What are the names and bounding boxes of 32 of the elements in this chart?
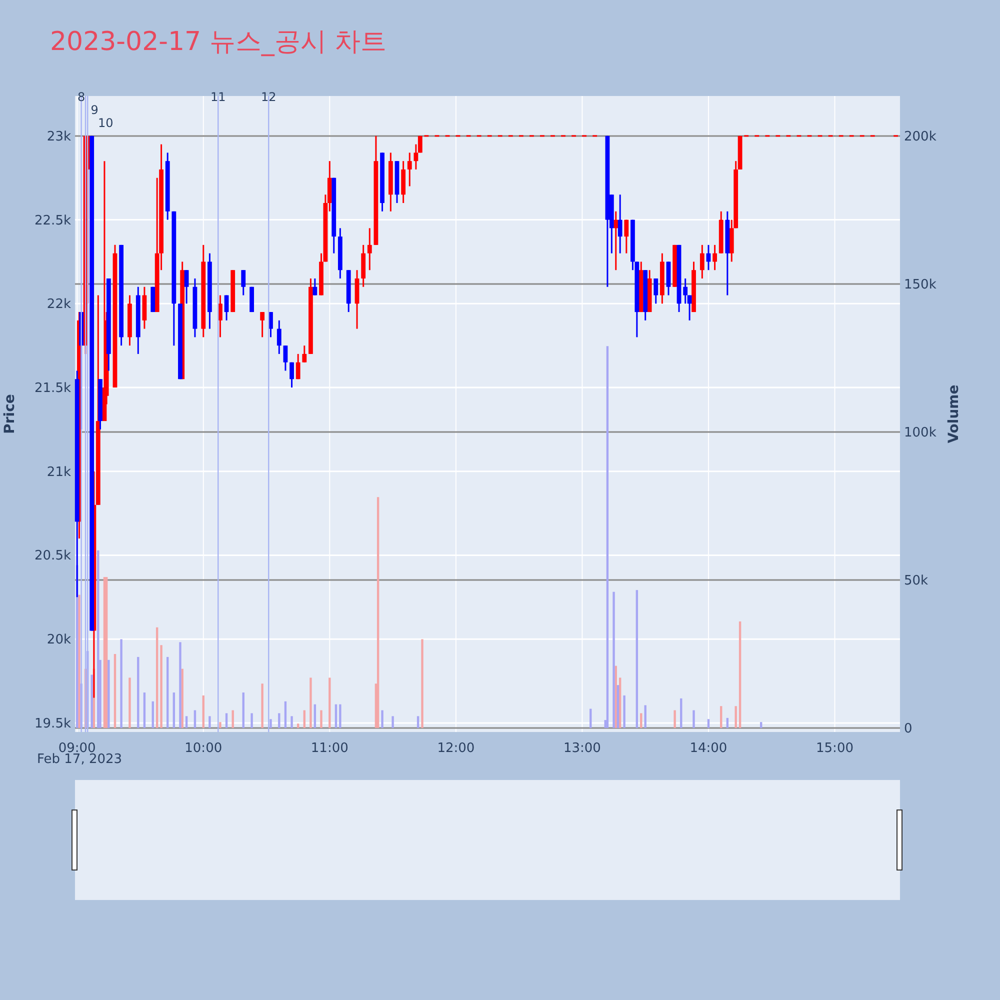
x-tick-label: 12:00 [437, 741, 475, 756]
chart-title: 2023-02-17 뉴스_공시 차트 [50, 27, 387, 57]
y-axis-title: Price [2, 394, 18, 434]
ref-line: 11 [210, 90, 226, 732]
x-tick-label: 11:00 [310, 741, 348, 756]
y-tick-label: 23k [46, 129, 72, 144]
x-tick-label: 13:00 [563, 741, 601, 756]
ref-line-label: 10 [98, 116, 114, 130]
y2-tick-label: 50k [904, 573, 929, 588]
y-tick-label: 19.5k [34, 716, 72, 732]
y-tick-label: 22k [46, 297, 72, 312]
y2-tick-label: 200k [904, 129, 937, 144]
ref-line: 8 [78, 90, 86, 732]
y2-tick-label: 0 [904, 722, 912, 737]
ref-line: 12 [260, 90, 276, 732]
y-tick-label: 22.5k [34, 213, 72, 228]
y2-axis-title: Volume [946, 384, 962, 444]
ref-line: 9 [84, 96, 98, 732]
x-tick-label: 14:00 [690, 741, 728, 756]
y2-tick-label: 150k [904, 277, 937, 292]
y-tick-label: 20k [46, 632, 72, 648]
ref-line-label: 9 [90, 103, 98, 117]
y2-tick-label: 100k [904, 425, 937, 440]
ref-line-label: 12 [260, 90, 276, 104]
y-tick-label: 21.5k [34, 381, 72, 396]
y-tick-label: 20.5k [34, 548, 72, 564]
y-tick-label: 21k [46, 464, 72, 480]
x-tick-label: 15:00 [816, 741, 854, 756]
ref-line-label: 11 [210, 90, 226, 104]
x-tick-label: 10:00 [184, 741, 222, 756]
text: Feb 17, 2023 [37, 752, 122, 767]
ref-line-label: 8 [77, 90, 86, 104]
